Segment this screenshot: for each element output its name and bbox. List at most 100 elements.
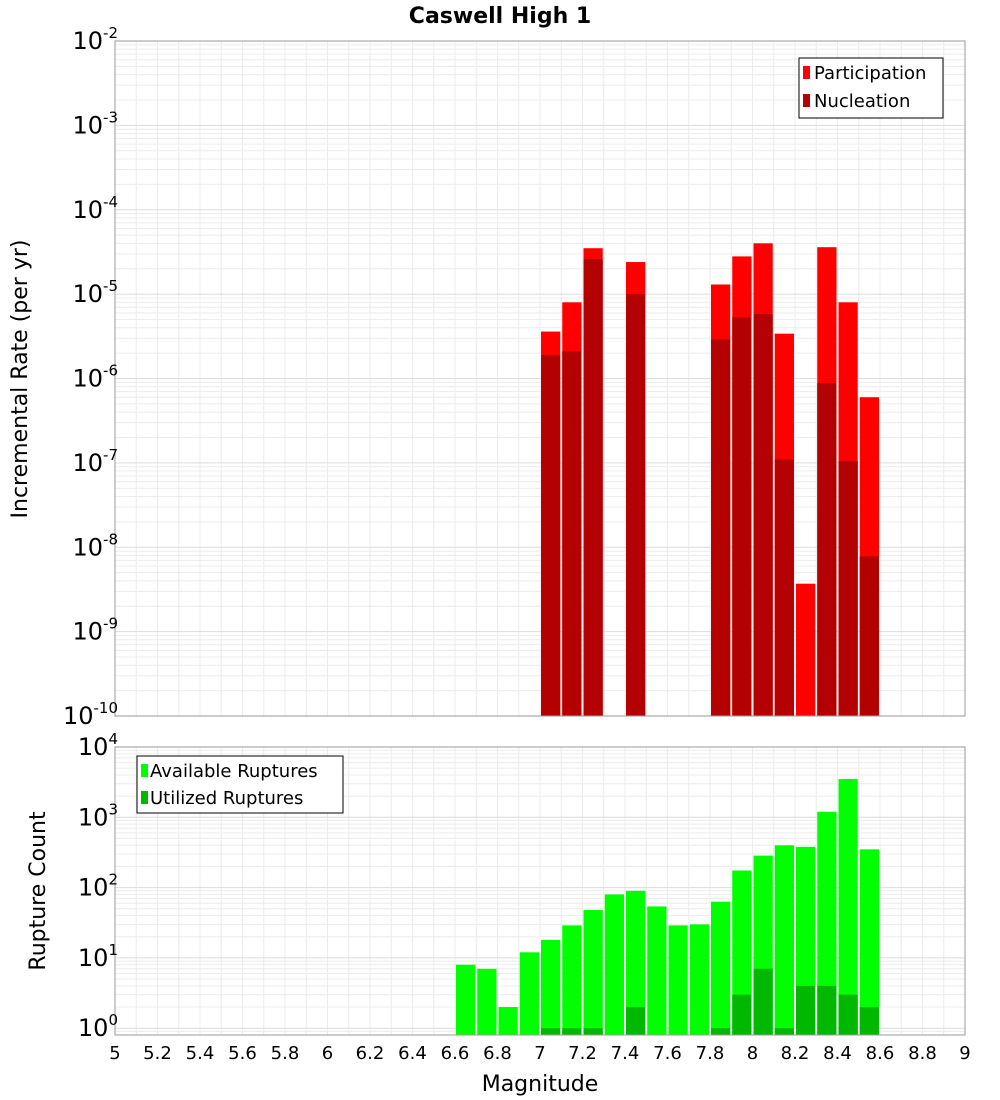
available-ruptures-bar [817, 811, 837, 1035]
nucleation-bar [753, 314, 773, 716]
available-ruptures-bar [477, 968, 497, 1035]
x-tick-label: 6.6 [441, 1043, 470, 1064]
top-legend-box [798, 57, 944, 119]
utilized-ruptures-bar [583, 1028, 603, 1035]
top-y-tick-label: 10-8 [72, 530, 118, 561]
available-ruptures-bar [562, 925, 582, 1035]
available-ruptures-bar [838, 779, 858, 1035]
top-grid [114, 40, 966, 717]
x-axis-label: Magnitude [482, 1072, 599, 1097]
available-ruptures-bar [647, 906, 667, 1035]
nucleation-bar [711, 339, 731, 716]
available-ruptures-bar [604, 894, 624, 1035]
utilized-ruptures-bar [711, 1028, 731, 1035]
nucleation-bar [774, 459, 794, 716]
x-tick-label: 8 [747, 1043, 758, 1064]
bottom-y-axis-label: Rupture Count [26, 811, 51, 971]
top-y-tick-label: 10-9 [72, 615, 118, 646]
top-y-tick-label: 10-10 [63, 699, 118, 730]
x-tick-label: 7.4 [611, 1043, 640, 1064]
nucleation-bar [541, 354, 561, 716]
utilized-ruptures-bar [859, 1007, 879, 1035]
available-ruptures-bar [498, 1007, 518, 1035]
participation-bar [796, 583, 816, 716]
bottom-y-tick-label: 103 [78, 800, 118, 831]
legend-label-nucleation: Nucleation [814, 91, 910, 112]
utilized-ruptures-bar [541, 1028, 561, 1035]
top-y-tick-label: 10-4 [72, 193, 118, 224]
top-bars [541, 243, 879, 717]
nucleation-bar [626, 294, 646, 716]
x-tick-label: 8.2 [781, 1043, 810, 1064]
utilized-ruptures-bar [732, 994, 752, 1035]
bottom-legend-box [136, 755, 344, 814]
available-ruptures-bar [668, 925, 688, 1035]
utilized-ruptures-bar [626, 1007, 646, 1035]
utilized-ruptures-bar [753, 968, 773, 1035]
x-tick-label: 5.2 [143, 1043, 172, 1064]
nucleation-bar [562, 351, 582, 716]
rupture-count-chart: 100 101 102 103 104 5 5.2 5.4 5.6 5.8 6 6.2 6.4 6.6 6… [26, 730, 971, 1097]
top-y-tick-label: 10-3 [72, 108, 118, 139]
x-tick-label: 6.2 [356, 1043, 385, 1064]
top-plot-frame [114, 40, 966, 717]
bottom-y-tick-labels: 100 101 102 103 104 [78, 730, 118, 1042]
x-tick-label: 7 [534, 1043, 545, 1064]
available-ruptures-bar [541, 939, 561, 1035]
available-ruptures-bar [456, 964, 476, 1035]
x-tick-label: 7.8 [696, 1043, 725, 1064]
legend-swatch-nucleation [803, 94, 810, 107]
available-ruptures-bar [711, 901, 731, 1035]
utilized-ruptures-bar [796, 985, 816, 1035]
x-tick-label: 7.6 [653, 1043, 682, 1064]
available-ruptures-bar [732, 870, 752, 1035]
top-y-tick-label: 10-2 [72, 24, 118, 55]
available-ruptures-bar [583, 910, 603, 1035]
available-ruptures-bar [519, 952, 539, 1035]
available-ruptures-bar [626, 890, 646, 1035]
x-tick-label: 7.2 [568, 1043, 597, 1064]
legend-swatch-participation [803, 66, 810, 79]
available-ruptures-bar [859, 849, 879, 1035]
participation-nucleation-chart: Caswell High 1 10-210-310-410-510-610-71… [8, 4, 966, 730]
nucleation-bar [732, 317, 752, 716]
legend-swatch-utilized [141, 791, 148, 804]
legend-swatch-available [141, 764, 148, 777]
x-tick-label: 8.8 [908, 1043, 937, 1064]
x-tick-label: 9 [959, 1043, 970, 1064]
bottom-plot-frame [114, 746, 966, 1036]
x-tick-label: 8.4 [823, 1043, 852, 1064]
bottom-y-tick-label: 104 [78, 730, 118, 761]
available-ruptures-bar [689, 924, 709, 1035]
bottom-y-tick-label: 101 [78, 941, 118, 972]
x-tick-label: 5.6 [228, 1043, 257, 1064]
nucleation-bar [838, 461, 858, 716]
x-tick-label: 6.4 [398, 1043, 427, 1064]
top-y-axis-label: Incremental Rate (per yr) [8, 240, 33, 519]
available-ruptures-bar [774, 845, 794, 1035]
x-tick-label: 6.8 [483, 1043, 512, 1064]
bottom-bars [456, 779, 879, 1035]
x-tick-label: 5.4 [186, 1043, 215, 1064]
utilized-ruptures-bar [817, 985, 837, 1035]
nucleation-bar [583, 259, 603, 716]
legend-label-participation: Participation [814, 63, 926, 84]
nucleation-bar [859, 556, 879, 716]
top-y-tick-label: 10-7 [72, 446, 118, 477]
top-legend: Participation Nucleation [798, 57, 944, 119]
top-y-tick-labels: 10-2 10-3 10-4 10-5 10-6 10-7 10-8 10-9 10-10 [63, 24, 118, 730]
legend-label-utilized: Utilized Ruptures [150, 788, 303, 809]
chart-title: Caswell High 1 [409, 4, 591, 29]
utilized-ruptures-bar [562, 1028, 582, 1035]
top-y-tick-label: 10-6 [72, 362, 118, 393]
x-tick-label: 5.8 [271, 1043, 300, 1064]
x-tick-labels: 5 5.2 5.4 5.6 5.8 6 6.2 6.4 6.6 6.8 7 7.2 7.4 7.6 7.8 8… [109, 1043, 970, 1064]
top-y-tick-label: 10-5 [72, 277, 118, 308]
x-tick-label: 5 [109, 1043, 120, 1064]
x-tick-label: 6 [322, 1043, 333, 1064]
utilized-ruptures-bar [838, 994, 858, 1035]
utilized-ruptures-bar [774, 1028, 794, 1035]
nucleation-bar [817, 383, 837, 716]
legend-label-available: Available Ruptures [150, 761, 318, 782]
